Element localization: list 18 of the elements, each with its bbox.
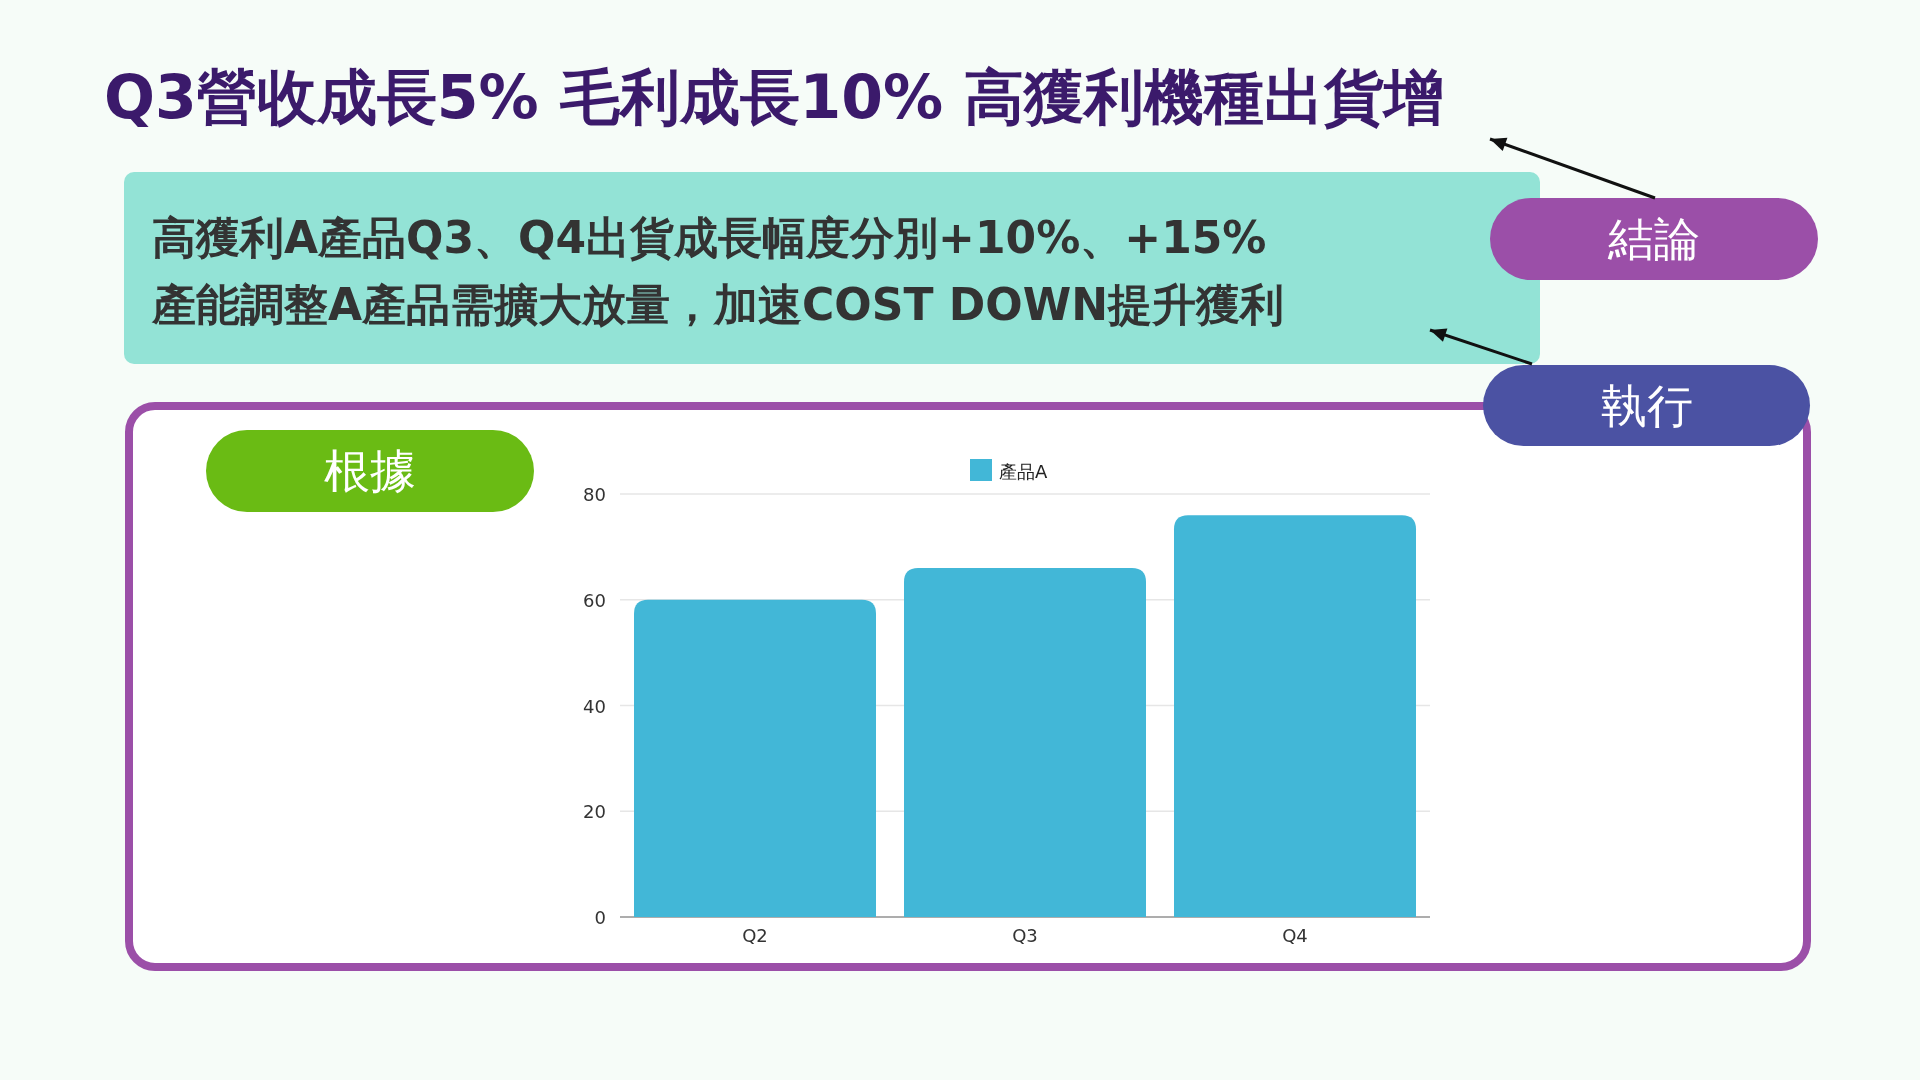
y-tick-label: 20 [583,801,606,823]
text: 結論 [1607,212,1700,266]
bar [1174,515,1416,917]
text: 根據 [324,444,416,498]
legend-label: 產品A [999,461,1048,482]
bar [904,568,1146,917]
bar [634,599,876,917]
x-tick-label: Q4 [1282,925,1308,946]
text: 產能調整A產品需擴大放量，加速COST DOWN提升獲利 [151,279,1285,330]
y-tick-label: 40 [583,695,606,717]
y-tick-label: 60 [583,589,606,611]
x-tick-label: Q2 [742,925,768,946]
chart-title: Q3營收成長5% 毛利成長10% 高獲利機種出貨增 [104,62,1445,132]
x-tick-label: Q3 [1012,925,1038,946]
y-tick-label: 0 [594,907,606,928]
text: 高獲利A產品Q3、Q4出貨成長幅度分別+10%、+15% [152,212,1267,263]
text: 執行 [1600,378,1693,433]
y-tick-label: 80 [583,484,606,505]
